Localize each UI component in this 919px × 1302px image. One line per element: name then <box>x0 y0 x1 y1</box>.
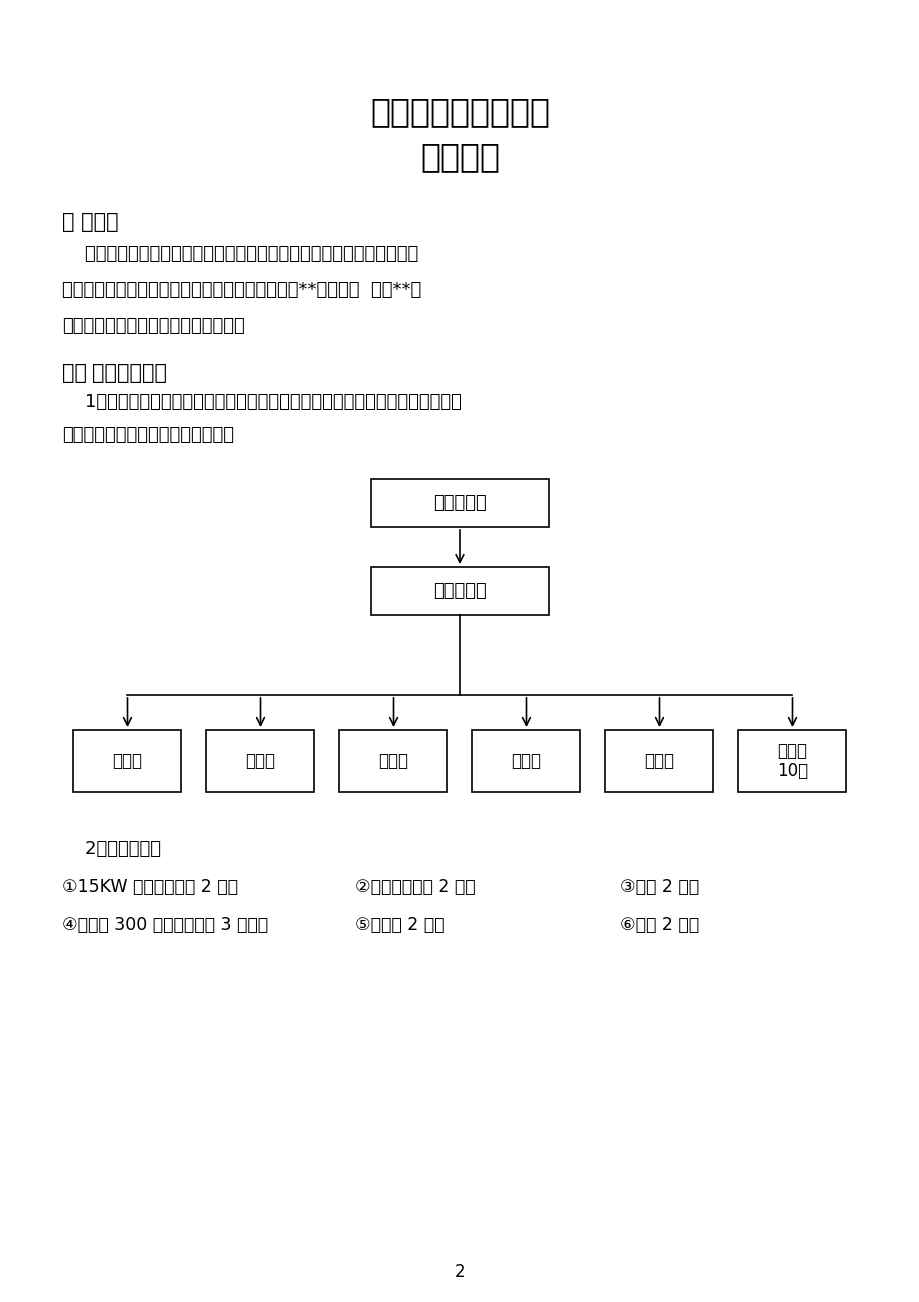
Text: ①15KW 硅整流电焊机 2 台；: ①15KW 硅整流电焊机 2 台； <box>62 878 238 896</box>
Text: 土建班: 土建班 <box>511 753 541 769</box>
Bar <box>339 730 447 792</box>
Text: 现场负责人: 现场负责人 <box>433 582 486 600</box>
Bar <box>206 730 314 792</box>
Text: 项目总负责: 项目总负责 <box>433 493 486 512</box>
Text: 电梯机房增加防护栏: 电梯机房增加防护栏 <box>369 95 550 128</box>
Text: 安装班: 安装班 <box>112 753 142 769</box>
Bar <box>605 730 713 792</box>
Text: ②氧、乙炔气割 2 套；: ②氧、乙炔气割 2 套； <box>355 878 475 896</box>
Text: ⑥熔枪 2 把；: ⑥熔枪 2 把； <box>619 917 698 934</box>
Bar <box>738 730 845 792</box>
Text: 导致居民出行乘坐电梯存在严重安全隐患。根据房**计划安排  加装**电: 导致居民出行乘坐电梯存在严重安全隐患。根据房**计划安排 加装**电 <box>62 281 421 299</box>
Text: ③板手 2 套；: ③板手 2 套； <box>619 878 698 896</box>
Bar <box>472 730 580 792</box>
Text: 施工组织机构: 施工组织机构 <box>92 363 167 383</box>
Bar <box>74 730 181 792</box>
Text: 电工班: 电工班 <box>378 753 408 769</box>
Text: 安全员: 安全员 <box>644 753 674 769</box>
Text: 1、建立强有力的项目部，公司行政部协助项目经理选派思想好、能力强、善合: 1、建立强有力的项目部，公司行政部协助项目经理选派思想好、能力强、善合 <box>62 393 461 411</box>
Text: 2: 2 <box>454 1263 465 1281</box>
Text: 2、工器具准备: 2、工器具准备 <box>62 840 161 858</box>
Bar <box>370 479 549 527</box>
Text: 生活区高层电梯机房频繁遭到盗窃及损坏，对电梯机房产生严重危害，: 生活区高层电梯机房频繁遭到盗窃及损坏，对电梯机房产生严重危害， <box>62 245 418 263</box>
Text: 作、服务好的管理人员组成项目部。: 作、服务好的管理人员组成项目部。 <box>62 426 233 444</box>
Text: 防腐班: 防腐班 <box>245 753 275 769</box>
Text: 一 、概述: 一 、概述 <box>62 212 119 232</box>
Text: 二、: 二、 <box>62 363 87 383</box>
Text: 施工方案: 施工方案 <box>420 141 499 173</box>
Text: ④电缆线 300 米（含配电箱 3 套）；: ④电缆线 300 米（含配电箱 3 套）； <box>62 917 267 934</box>
Bar <box>370 566 549 615</box>
Text: 梯机房的门、窗及护栏的防盗措施等。: 梯机房的门、窗及护栏的防盗措施等。 <box>62 316 244 335</box>
Text: ⑤工具车 2 辆；: ⑤工具车 2 辆； <box>355 917 444 934</box>
Text: 辅助工
10人: 辅助工 10人 <box>776 742 807 780</box>
